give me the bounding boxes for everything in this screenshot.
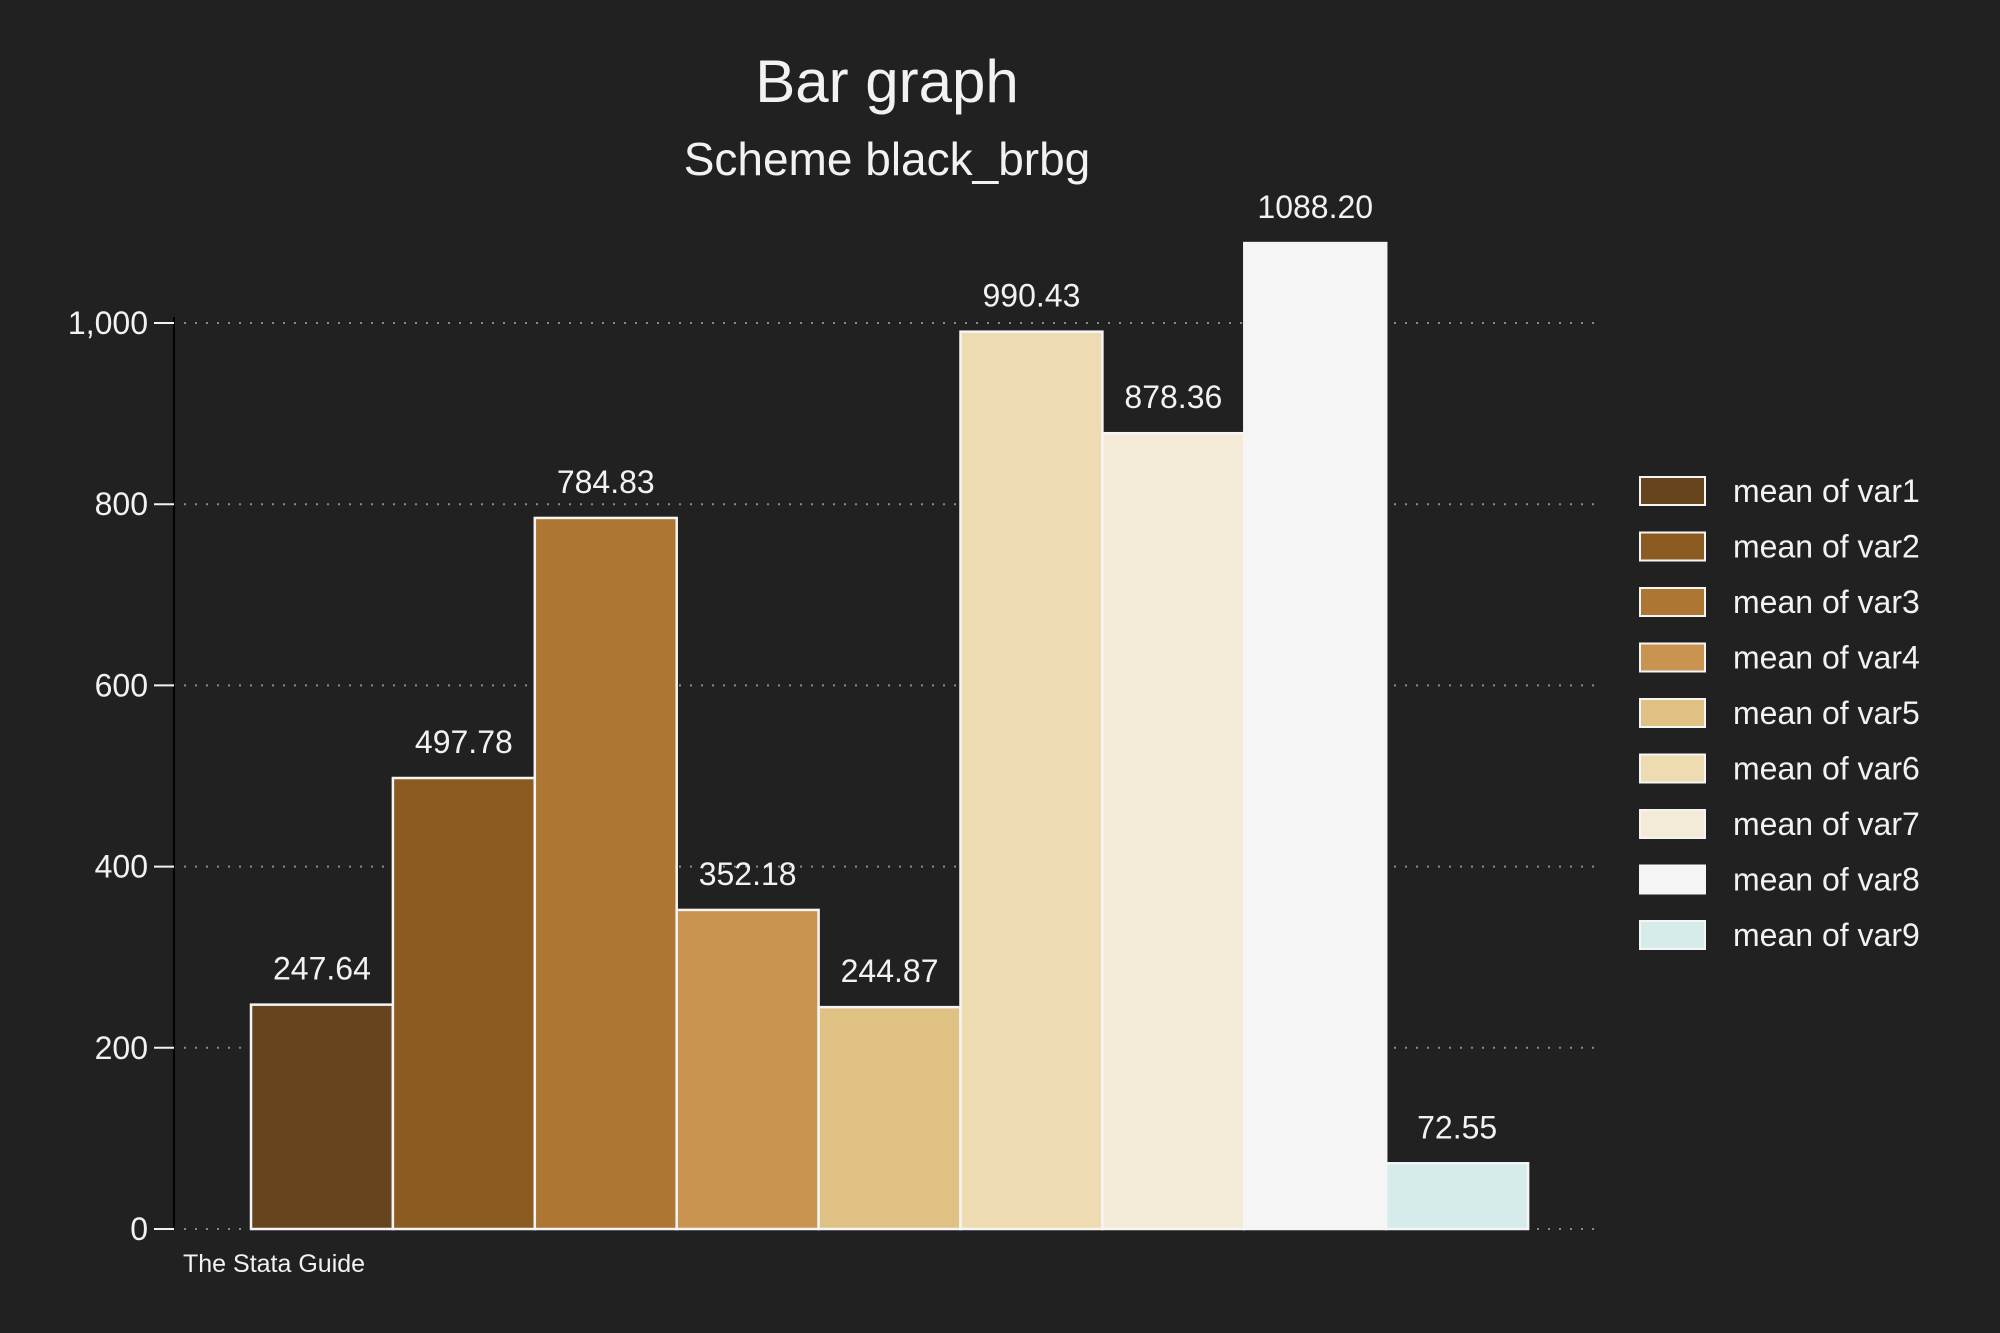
legend-swatch <box>1639 864 1706 895</box>
y-tick-label: 1,000 <box>68 305 148 341</box>
bar-var8 <box>1243 241 1388 1231</box>
bar-value-label: 1088.20 <box>1257 189 1373 225</box>
bar-value-label: 784.83 <box>557 464 655 500</box>
legend: mean of var1 mean of var2 mean of var3 mean… <box>1639 473 1920 953</box>
chart-subtitle: Scheme black_brbg <box>684 133 1091 185</box>
bar-value-labels: 247.64 497.78 784.83 352.18 244.87 990.43 878.… <box>273 189 1497 1145</box>
legend-label: mean of var8 <box>1733 862 1920 898</box>
bar-var1 <box>249 1003 395 1231</box>
y-axis-ticks: 0 200 400 600 800 1,000 <box>68 305 174 1247</box>
legend-swatch <box>1639 587 1706 617</box>
bar-var3 <box>533 516 678 1231</box>
y-tick-label: 800 <box>95 486 148 522</box>
legend-swatch <box>1639 531 1706 562</box>
bar-var2 <box>391 776 537 1231</box>
legend-label: mean of var3 <box>1733 584 1920 620</box>
legend-swatch <box>1639 476 1706 506</box>
bar-value-label: 244.87 <box>841 953 939 989</box>
y-tick-label: 0 <box>130 1211 148 1247</box>
legend-label: mean of var1 <box>1733 473 1920 509</box>
bar-var6 <box>959 330 1104 1231</box>
y-tick-label: 200 <box>95 1030 148 1066</box>
legend-label: mean of var6 <box>1733 751 1920 787</box>
chart-note: The Stata Guide <box>183 1250 365 1278</box>
bars <box>249 241 1530 1231</box>
legend-label: mean of var4 <box>1733 640 1920 676</box>
legend-swatch <box>1639 753 1706 784</box>
legend-swatch <box>1639 642 1706 673</box>
bar-var7 <box>1101 431 1246 1231</box>
chart-title: Bar graph <box>755 48 1019 115</box>
bar-value-label: 247.64 <box>273 951 371 987</box>
bar-var9 <box>1384 1162 1530 1231</box>
y-tick-label: 600 <box>95 667 148 703</box>
bar-var5 <box>817 1005 962 1231</box>
legend-swatch <box>1639 698 1706 728</box>
legend-label: mean of var2 <box>1733 529 1920 565</box>
y-tick-label: 400 <box>95 849 148 885</box>
legend-label: mean of var5 <box>1733 695 1920 731</box>
legend-swatch <box>1639 809 1706 839</box>
legend-label: mean of var7 <box>1733 806 1920 842</box>
legend-swatch <box>1639 920 1706 950</box>
bar-value-label: 352.18 <box>699 856 797 892</box>
bar-value-label: 497.78 <box>415 724 513 760</box>
bar-value-label: 990.43 <box>983 278 1081 314</box>
bar-value-label: 72.55 <box>1417 1109 1497 1145</box>
bar-value-label: 878.36 <box>1124 379 1222 415</box>
legend-label: mean of var9 <box>1733 917 1920 953</box>
bar-var4 <box>675 908 820 1231</box>
